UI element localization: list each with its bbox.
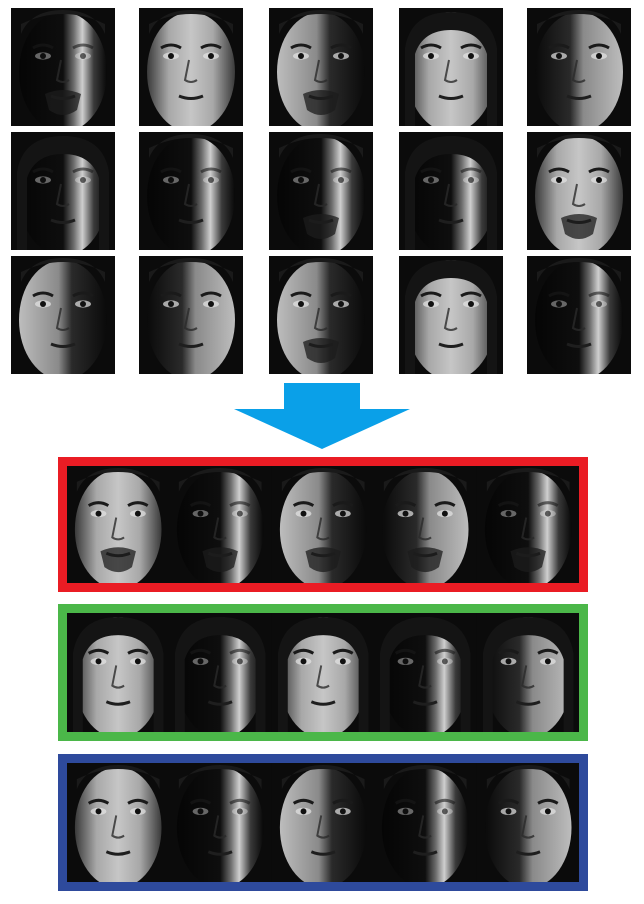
face-image bbox=[399, 256, 503, 374]
down-arrow-icon bbox=[234, 383, 410, 449]
face-image bbox=[476, 466, 579, 583]
face-image bbox=[271, 763, 375, 882]
face-image bbox=[169, 613, 272, 732]
face-image bbox=[476, 613, 579, 732]
face-image bbox=[139, 256, 243, 374]
face-image bbox=[11, 8, 115, 126]
group-blue bbox=[58, 754, 588, 891]
face-image bbox=[11, 132, 115, 250]
face-image bbox=[269, 132, 373, 250]
face-image bbox=[374, 466, 477, 583]
face-image bbox=[67, 613, 170, 732]
face-image-grid bbox=[0, 0, 644, 380]
face-image bbox=[269, 256, 373, 374]
face-image bbox=[527, 256, 631, 374]
face-image bbox=[169, 763, 272, 882]
face-image bbox=[374, 613, 477, 732]
face-image bbox=[269, 8, 373, 126]
face-image bbox=[67, 466, 170, 583]
face-image bbox=[399, 132, 503, 250]
face-image bbox=[399, 8, 503, 126]
face-image bbox=[67, 763, 170, 882]
face-image bbox=[139, 8, 243, 126]
face-image bbox=[527, 132, 631, 250]
face-image bbox=[169, 466, 272, 583]
face-image bbox=[271, 613, 375, 732]
face-image bbox=[139, 132, 243, 250]
face-image bbox=[271, 466, 375, 583]
face-image bbox=[11, 256, 115, 374]
face-image bbox=[374, 763, 477, 882]
face-image bbox=[527, 8, 631, 126]
group-green bbox=[58, 604, 588, 741]
group-red bbox=[58, 457, 588, 592]
face-image bbox=[476, 763, 579, 882]
